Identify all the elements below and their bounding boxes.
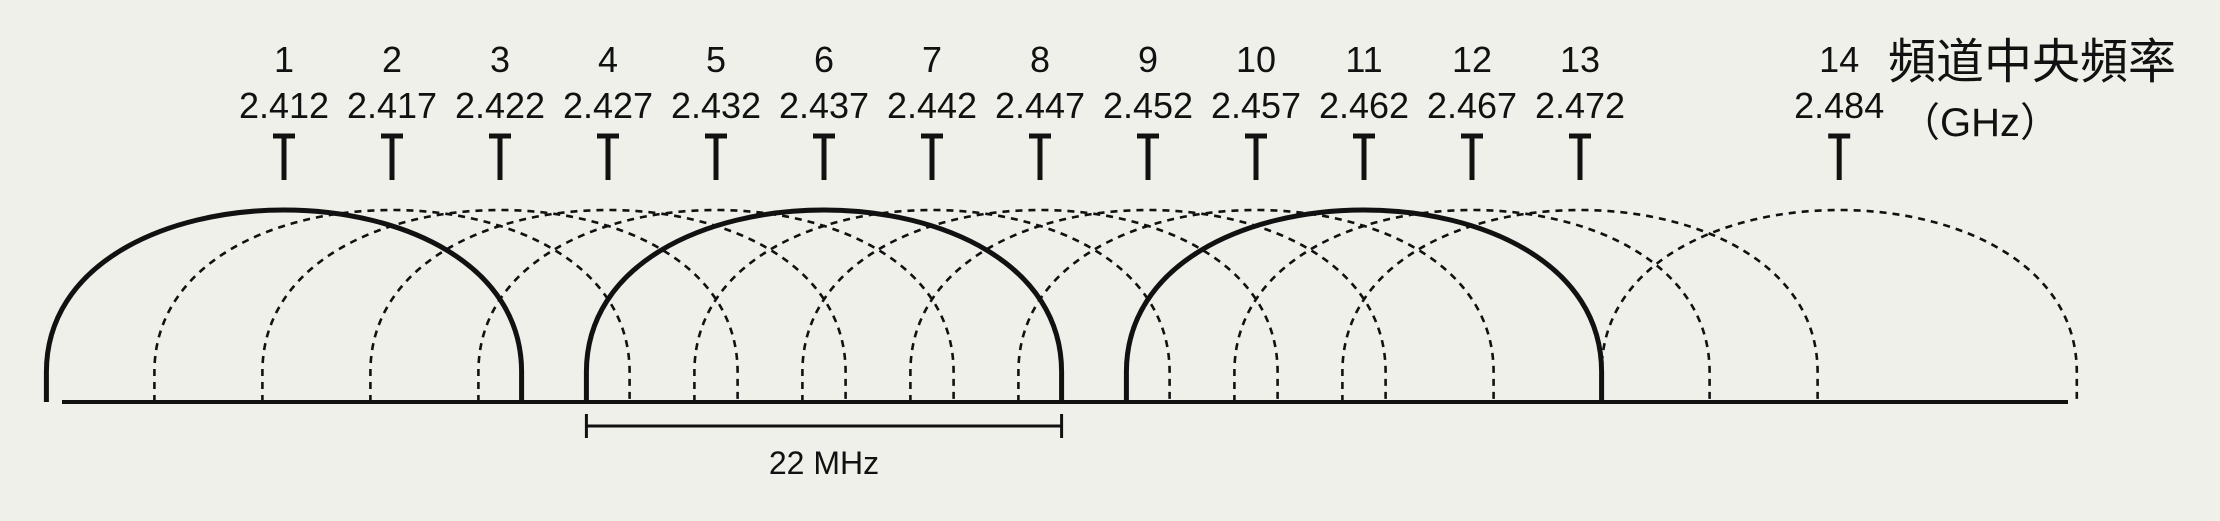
channel-arc-11 [1123,207,1605,402]
channel-number-14: 14 [1819,39,1859,80]
channel-frequency-5: 2.432 [671,85,761,126]
bandwidth-indicator: 22 MHz [584,414,1064,481]
channel-frequency-11: 2.462 [1319,85,1409,126]
channel-arc-8 [801,208,1279,402]
channel-frequency-14: 2.484 [1794,85,1884,126]
channel-frequency-2: 2.417 [347,85,437,126]
channel-number-6: 6 [814,39,834,80]
channel-arc-12 [1233,208,1711,402]
channel-arc-2 [153,208,631,402]
channel-frequency-8: 2.447 [995,85,1085,126]
channel-frequency-4: 2.427 [563,85,653,126]
channel-number-9: 9 [1138,39,1158,80]
channel-frequency-1: 2.412 [239,85,329,126]
channel-frequency-3: 2.422 [455,85,545,126]
channel-number-11: 11 [1345,39,1382,80]
channel-arc-6 [583,207,1065,402]
channel-number-3: 3 [490,39,510,80]
legend-unit: （GHz） [1900,101,2060,145]
channel-frequency-7: 2.442 [887,85,977,126]
channel-arc-5 [477,208,955,402]
channel-number-10: 10 [1236,39,1276,80]
channel-arc-1 [43,207,525,402]
channel-frequency-6: 2.437 [779,85,869,126]
channel-arc-9 [909,208,1387,402]
channel-frequency-13: 2.472 [1535,85,1625,126]
channel-number-5: 5 [706,39,726,80]
channel-arc-13 [1341,208,1819,402]
channel-arc-3 [261,208,739,402]
bandwidth-label: 22 MHz [769,445,879,481]
channel-number-13: 13 [1560,39,1600,80]
channel-arcs [43,207,2079,402]
channel-frequency-9: 2.452 [1103,85,1193,126]
channel-arc-14 [1600,208,2079,402]
legend: 頻道中央頻率 （GHz） [1888,34,2176,145]
channel-number-7: 7 [922,39,942,80]
channel-arc-7 [693,208,1171,402]
channel-arc-4 [369,208,847,402]
channel-ticks [273,133,1851,180]
channel-number-12: 12 [1452,39,1492,80]
channel-number-2: 2 [382,39,402,80]
channel-number-1: 1 [274,39,294,80]
channel-arc-10 [1017,208,1495,402]
channel-labels: 1 2.412 2 2.417 3 2.422 4 2.427 5 2.432 6 2.437 7 2.4… [239,39,1884,126]
channel-number-4: 4 [598,39,618,80]
channel-number-8: 8 [1030,39,1050,80]
channel-frequency-12: 2.467 [1427,85,1517,126]
legend-title: 頻道中央頻率 [1888,34,2176,90]
channel-frequency-10: 2.457 [1211,85,1301,126]
